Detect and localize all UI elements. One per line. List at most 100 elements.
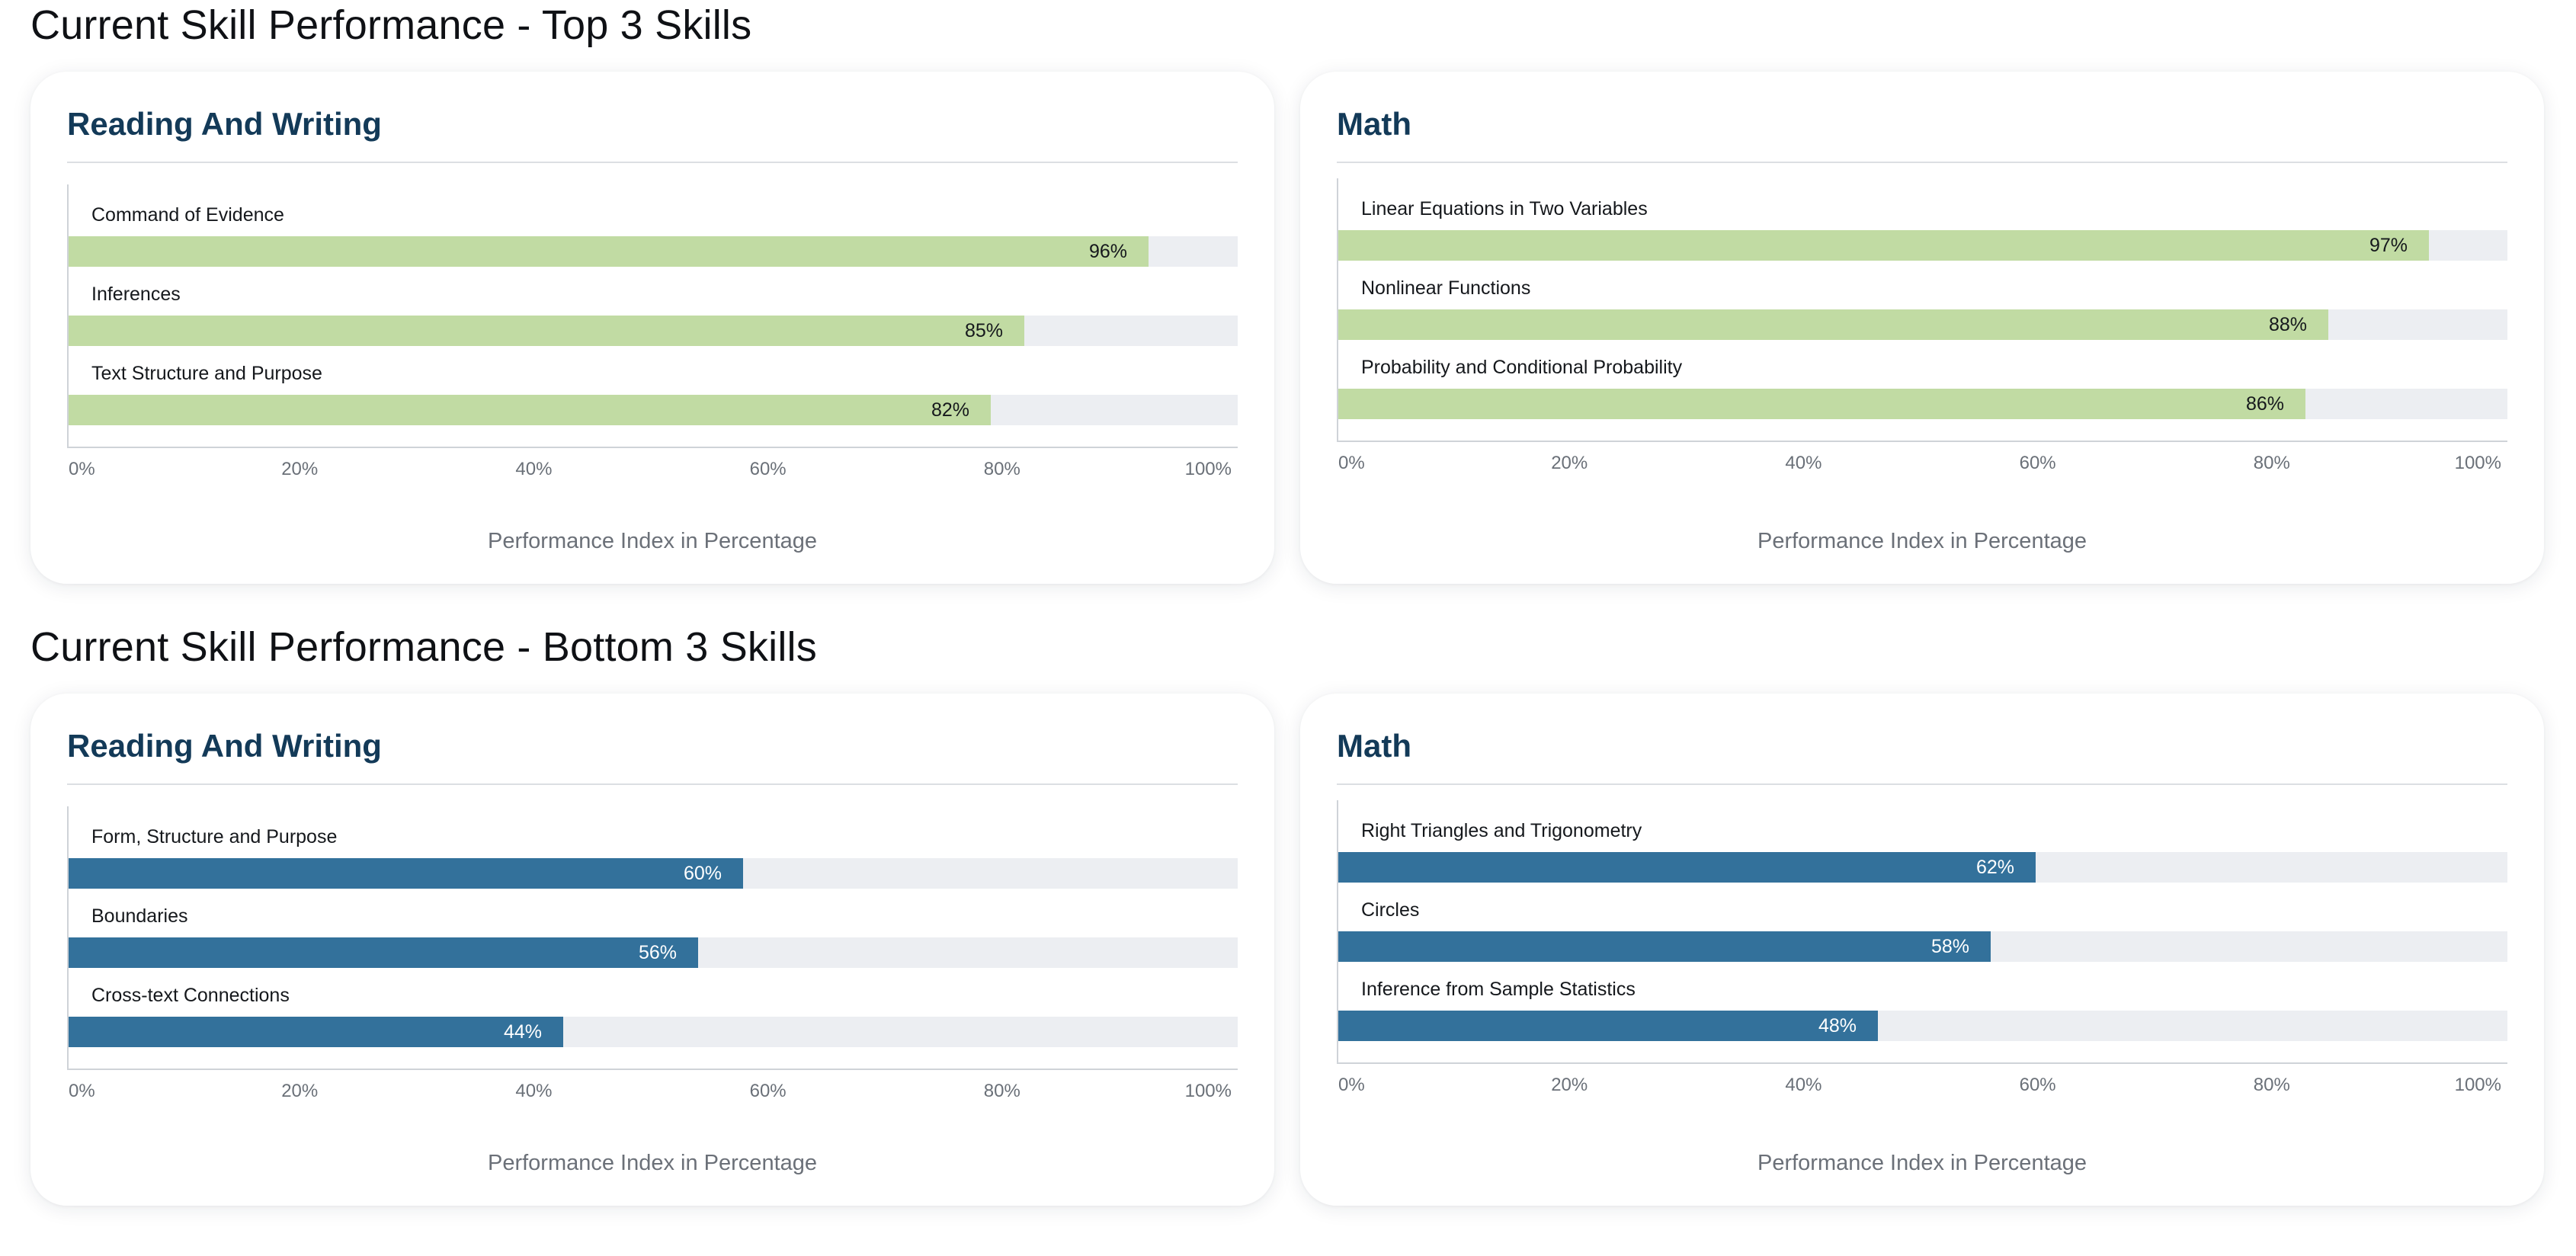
bar-boundaries[interactable] [69, 937, 698, 968]
bar-probability-and-conditional-probability[interactable] [1338, 389, 2305, 419]
bar-inference-from-sample-statistics[interactable] [1338, 1011, 1878, 1041]
bar-track: 62% [1338, 852, 2507, 883]
bar-value-label: 82% [931, 399, 970, 421]
chart-card-bottom-math: Math Right Triangles and Trigonometry 62% C… [1300, 694, 2544, 1206]
section-title-bottom-skills: Current Skill Performance - Bottom 3 Ski… [30, 624, 817, 670]
x-axis-title: Performance Index in Percentage [487, 529, 818, 553]
x-tick-label: 80% [983, 1081, 1020, 1101]
x-tick-label: 20% [281, 459, 319, 479]
plot-area: Form, Structure and Purpose 60% Boundaries… [67, 806, 1238, 1105]
skill-label: Probability and Conditional Probability [1361, 357, 1683, 378]
bar-track: 96% [69, 236, 1238, 267]
skill-label: Right Triangles and Trigonometry [1361, 820, 1642, 841]
x-tick-label: 60% [749, 1081, 787, 1101]
x-tick-label: 60% [749, 459, 787, 479]
x-tick-label: 0% [1338, 1075, 1365, 1095]
bar-value-label: 60% [684, 863, 722, 884]
bar-value-label: 86% [2246, 393, 2285, 415]
chart-title: Math [1337, 106, 1411, 142]
x-tick-label: 100% [1184, 459, 1232, 479]
bar-linear-equations-in-two-variables[interactable] [1338, 230, 2429, 261]
bar-form-structure-and-purpose[interactable] [69, 858, 743, 889]
skill-label: Inferences [91, 284, 181, 305]
y-axis-line [67, 184, 69, 447]
bar-track: 85% [69, 316, 1238, 346]
x-tick-label: 0% [1338, 453, 1365, 473]
skill-label: Command of Evidence [91, 204, 284, 226]
bar-value-label: 85% [965, 320, 1004, 341]
x-tick-label: 100% [1184, 1081, 1232, 1101]
x-axis-line [67, 1069, 1238, 1070]
chart-card-bottom-reading-and-writing: Reading And Writing Form, Structure and P… [30, 694, 1274, 1206]
bar-value-label: 48% [1818, 1015, 1857, 1037]
chart-card-top-math: Math Linear Equations in Two Variables 97%… [1300, 72, 2544, 584]
x-tick-label: 60% [2019, 453, 2056, 473]
bar-track: 60% [69, 858, 1238, 889]
skill-label: Boundaries [91, 905, 188, 927]
x-tick-label: 20% [281, 1081, 319, 1101]
skill-label: Cross-text Connections [91, 985, 290, 1006]
x-tick-label: 0% [69, 459, 95, 479]
bar-right-triangles-and-trigonometry[interactable] [1338, 852, 2036, 883]
x-tick-label: 80% [2253, 453, 2290, 473]
y-axis-line [1337, 178, 1338, 441]
bar-text-structure-and-purpose[interactable] [69, 395, 991, 425]
x-axis-line [1337, 441, 2507, 442]
chart-title: Reading And Writing [67, 106, 382, 142]
x-tick-label: 40% [1785, 453, 1822, 473]
bar-circles[interactable] [1338, 931, 1991, 962]
y-axis-line [1337, 800, 1338, 1062]
skill-label: Linear Equations in Two Variables [1361, 198, 1648, 219]
x-tick-label: 60% [2019, 1075, 2056, 1095]
bar-track: 48% [1338, 1011, 2507, 1041]
bar-track: 88% [1338, 309, 2507, 340]
x-axis-line [67, 447, 1238, 448]
x-tick-label: 0% [69, 1081, 95, 1101]
x-tick-label: 40% [1785, 1075, 1822, 1095]
bar-track: 86% [1338, 389, 2507, 419]
chart-title: Reading And Writing [67, 728, 382, 764]
skill-label: Circles [1361, 899, 1420, 921]
x-tick-label: 40% [515, 459, 553, 479]
bar-command-of-evidence[interactable] [69, 236, 1149, 267]
section-title-top-skills: Current Skill Performance - Top 3 Skills [30, 2, 752, 48]
bar-track: 56% [69, 937, 1238, 968]
bar-value-label: 97% [2369, 235, 2408, 256]
x-axis-title: Performance Index in Percentage [1757, 529, 2087, 553]
x-tick-label: 100% [2454, 453, 2501, 473]
x-tick-label: 80% [983, 459, 1020, 479]
bar-nonlinear-functions[interactable] [1338, 309, 2328, 340]
x-tick-label: 20% [1551, 453, 1588, 473]
bar-cross-text-connections[interactable] [69, 1017, 563, 1047]
bar-value-label: 44% [504, 1021, 543, 1043]
bar-value-label: 62% [1976, 857, 2015, 878]
skill-label: Nonlinear Functions [1361, 277, 1531, 299]
x-axis-title: Performance Index in Percentage [487, 1151, 818, 1175]
plot-area: Command of Evidence 96% Inferences 85% Text … [67, 184, 1238, 483]
bar-track: 97% [1338, 230, 2507, 261]
card-divider [1337, 783, 2507, 785]
plot-area: Right Triangles and Trigonometry 62% Circl… [1337, 800, 2507, 1099]
chart-title: Math [1337, 728, 1411, 764]
bar-track: 82% [69, 395, 1238, 425]
bar-track: 58% [1338, 931, 2507, 962]
bar-value-label: 56% [639, 942, 678, 963]
x-axis-title: Performance Index in Percentage [1757, 1151, 2087, 1175]
card-divider [67, 162, 1238, 163]
skill-label: Inference from Sample Statistics [1361, 979, 1636, 1000]
y-axis-line [67, 806, 69, 1069]
bar-track: 44% [69, 1017, 1238, 1047]
x-tick-label: 80% [2253, 1075, 2290, 1095]
plot-area: Linear Equations in Two Variables 97% Nonl… [1337, 178, 2507, 477]
card-divider [67, 783, 1238, 785]
x-tick-label: 20% [1551, 1075, 1588, 1095]
x-tick-label: 40% [515, 1081, 553, 1101]
bar-inferences[interactable] [69, 316, 1024, 346]
skill-label: Form, Structure and Purpose [91, 826, 338, 847]
bar-value-label: 96% [1089, 241, 1128, 262]
x-tick-label: 100% [2454, 1075, 2501, 1095]
bar-value-label: 88% [2269, 314, 2308, 335]
bar-value-label: 58% [1931, 936, 1970, 957]
skill-label: Text Structure and Purpose [91, 363, 322, 384]
chart-card-top-reading-and-writing: Reading And Writing Command of Evidence 96… [30, 72, 1274, 584]
